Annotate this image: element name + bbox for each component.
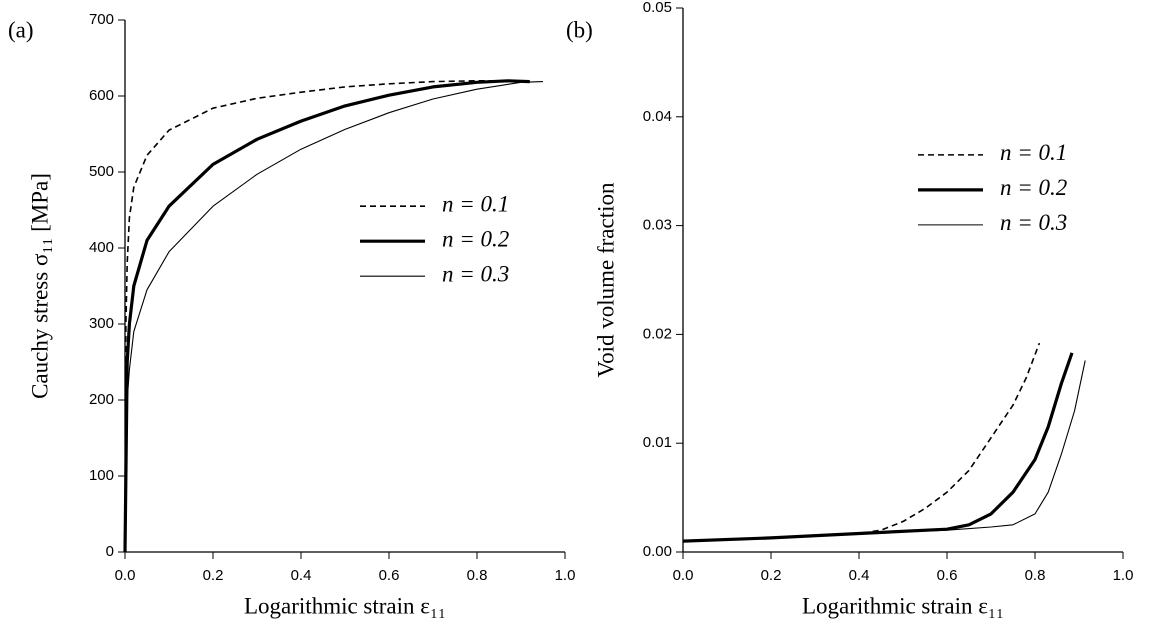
legend-label: n = 0.1 — [442, 191, 509, 216]
y-tick-label: 0.01 — [643, 434, 672, 451]
y-tick-label: 0.00 — [643, 543, 672, 560]
data-line — [124, 81, 544, 553]
y-tick-label: 0.05 — [643, 0, 672, 16]
data-line — [124, 80, 499, 553]
x-tick-label: 0.8 — [1025, 567, 1046, 584]
y-tick-label: 100 — [89, 467, 114, 484]
x-tick-label: 0.2 — [203, 567, 224, 584]
data-line — [682, 342, 1041, 542]
x-tick-label: 0.4 — [291, 567, 312, 584]
legend-label: n = 0.3 — [1000, 210, 1067, 235]
x-axis-label: Logarithmic strain ε₁₁ — [802, 593, 1004, 618]
y-tick-label: 0.02 — [643, 325, 672, 342]
y-axis-label: Void volume fraction — [593, 182, 618, 378]
x-tick-label: 0.0 — [673, 567, 694, 584]
legend-label: n = 0.2 — [442, 226, 509, 251]
legend-label: n = 0.3 — [442, 261, 509, 286]
x-tick-label: 1.0 — [1113, 567, 1134, 584]
x-tick-label: 0.4 — [849, 567, 870, 584]
y-tick-label: 500 — [89, 163, 114, 180]
y-tick-label: 0.03 — [643, 217, 672, 234]
x-tick-label: 0.6 — [379, 567, 400, 584]
x-tick-label: 1.0 — [555, 567, 576, 584]
x-tick-label: 0.8 — [467, 567, 488, 584]
y-tick-label: 200 — [89, 391, 114, 408]
x-tick-label: 0.6 — [937, 567, 958, 584]
x-tick-label: 0.2 — [761, 567, 782, 584]
y-tick-label: 700 — [89, 11, 114, 28]
panel-label: (a) — [8, 17, 34, 42]
data-line — [682, 360, 1086, 542]
legend-label: n = 0.1 — [1000, 140, 1067, 165]
y-tick-label: 0 — [106, 543, 114, 560]
x-axis-label: Logarithmic strain ε₁₁ — [244, 593, 446, 618]
y-tick-label: 0.04 — [643, 108, 672, 125]
x-tick-label: 0.0 — [115, 567, 136, 584]
data-line — [123, 79, 530, 553]
panel-label: (b) — [566, 17, 593, 42]
data-line — [682, 352, 1074, 543]
legend-label: n = 0.2 — [1000, 175, 1067, 200]
y-tick-label: 600 — [89, 87, 114, 104]
y-tick-label: 400 — [89, 239, 114, 256]
y-axis-label: Cauchy stress σ₁₁ [MPa] — [27, 173, 52, 399]
y-tick-label: 300 — [89, 315, 114, 332]
